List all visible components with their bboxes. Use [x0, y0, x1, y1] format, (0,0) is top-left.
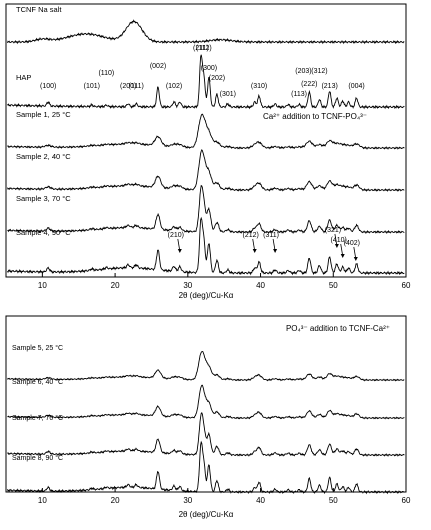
- xrd-pattern-line: [7, 149, 405, 192]
- xrd-pattern-line: [7, 19, 405, 45]
- x-tick-label: 40: [256, 281, 265, 290]
- hkl-label: (113): [291, 91, 307, 98]
- x-tick-label: 40: [256, 496, 265, 505]
- x-tick-label: 10: [38, 496, 47, 505]
- top-series-labels: TCNF Na salt HAP Sample 1, 25 °C Sample 2, …: [16, 5, 71, 237]
- hkl-label: (311): [263, 232, 279, 239]
- series-label: Sample 1, 25 °C: [16, 110, 71, 119]
- hkl-arrow-head: [273, 249, 278, 253]
- hkl-label: (111): [129, 83, 144, 90]
- xrd-pattern-line: [7, 216, 405, 276]
- xrd-pattern-line: [7, 411, 405, 457]
- top-x-axis-label: 2θ (deg)/Cu-Kα: [179, 291, 234, 300]
- hkl-label: (002): [150, 63, 166, 70]
- hkl-label: (300): [201, 65, 217, 72]
- x-tick-label: 30: [183, 281, 192, 290]
- hkl-label: (301): [220, 91, 236, 98]
- hkl-label: (210): [168, 232, 184, 239]
- top-hkl-labels: (100) (101) (110) (200)(111) (002) (102) (211)…: [40, 45, 365, 261]
- hkl-label: (213): [321, 83, 337, 90]
- x-tick-label: 60: [402, 496, 411, 505]
- x-tick-label: 60: [402, 281, 411, 290]
- hkl-label: (310): [251, 83, 267, 90]
- bottom-curves: [7, 351, 405, 495]
- x-tick-label: 50: [329, 496, 338, 505]
- xrd-pattern-line: [7, 351, 405, 382]
- series-label: Sample 3, 70 °C: [16, 194, 71, 203]
- bottom-x-ticks: 10 20 30 40 50 60: [38, 488, 411, 505]
- series-label: Sample 7, 70 °C: [12, 414, 63, 422]
- top-curves: [7, 19, 405, 276]
- hkl-label: (321): [325, 227, 341, 234]
- bottom-x-axis-label: 2θ (deg)/Cu-Kα: [179, 510, 234, 519]
- x-tick-label: 30: [183, 496, 192, 505]
- hkl-label: (211): [193, 45, 209, 52]
- hkl-label: (410): [331, 237, 347, 244]
- top-plot-frame: [5, 3, 407, 278]
- series-label: Sample 8, 90 °C: [12, 454, 63, 462]
- hkl-arrow-head: [252, 249, 257, 253]
- series-label: Sample 2, 40 °C: [16, 152, 71, 161]
- hkl-label: (100): [40, 83, 56, 90]
- xrd-pattern-line: [7, 184, 405, 235]
- series-label: TCNF Na salt: [16, 5, 62, 14]
- xrd-pattern-line: [7, 113, 405, 150]
- hkl-label: (312): [311, 68, 327, 75]
- hkl-label: (202): [209, 75, 225, 82]
- series-label: Sample 5, 25 °C: [12, 344, 63, 352]
- hkl-label: (212): [243, 232, 259, 239]
- series-label: HAP: [16, 73, 31, 82]
- x-tick-label: 10: [38, 281, 47, 290]
- hkl-label: (200): [120, 83, 136, 90]
- x-tick-label: 20: [111, 496, 120, 505]
- hkl-arrow-head: [353, 257, 358, 261]
- xrd-pattern-line: [7, 440, 405, 495]
- series-label: Sample 4, 90 °C: [16, 228, 71, 237]
- hkl-label: (112): [196, 45, 212, 52]
- bottom-plot-frame: [5, 315, 407, 493]
- hkl-arrow-head: [334, 244, 339, 248]
- bottom-annotation: PO₄³⁻ addition to TCNF-Ca²⁺: [286, 324, 390, 333]
- top-panel: TCNF Na salt HAP Sample 1, 25 °C Sample 2, …: [5, 3, 411, 300]
- top-annotation: Ca²⁺ addition to TCNF-PO₄³⁻: [263, 112, 367, 121]
- hkl-label: (402): [344, 240, 360, 247]
- series-label: Sample 6, 40 °C: [12, 378, 63, 386]
- hkl-arrow-head: [340, 254, 345, 258]
- hkl-label: (110): [98, 70, 114, 77]
- xrd-pattern-line: [7, 54, 405, 110]
- xrd-pattern-line: [7, 384, 405, 420]
- hkl-label: (222): [301, 81, 317, 88]
- hkl-label: (101): [84, 83, 100, 90]
- bottom-series-labels: Sample 5, 25 °C Sample 6, 40 °C Sample 7, …: [12, 344, 63, 462]
- top-x-ticks: 10 20 30 40 50 60: [38, 273, 411, 290]
- bottom-panel: Sample 5, 25 °C Sample 6, 40 °C Sample 7, …: [5, 315, 411, 519]
- hkl-label: (102): [166, 83, 182, 90]
- hkl-label: (004): [348, 83, 364, 90]
- hkl-label: (203): [295, 68, 311, 75]
- x-tick-label: 20: [111, 281, 120, 290]
- hkl-arrow-head: [177, 249, 182, 253]
- x-tick-label: 50: [329, 281, 338, 290]
